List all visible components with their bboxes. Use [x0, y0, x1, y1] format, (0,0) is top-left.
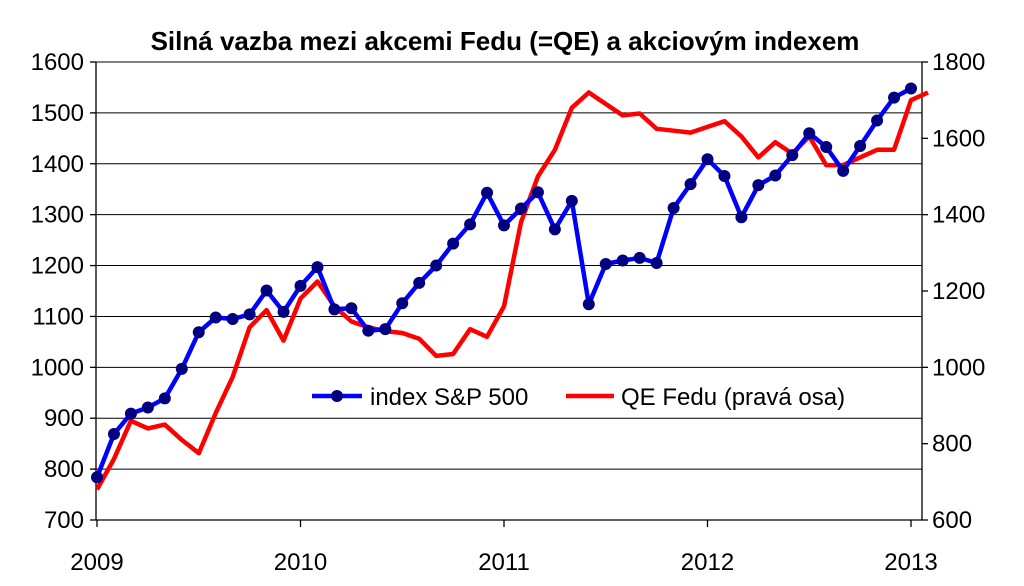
sp500-point — [481, 186, 494, 199]
sp500-point — [718, 169, 731, 182]
sp500-point — [396, 297, 409, 310]
left-tick-label: 1200 — [31, 253, 84, 280]
sp500-point — [871, 114, 884, 127]
chart-title: Silná vazba mezi akcemi Fedu (=QE) a akc… — [151, 26, 860, 56]
right-tick-label: 600 — [932, 507, 972, 534]
sp500-point — [413, 276, 426, 289]
sp500-point — [124, 407, 137, 420]
sp500-point — [735, 211, 748, 224]
sp500-point — [158, 392, 171, 405]
sp500-point — [531, 186, 544, 199]
left-tick-label: 1000 — [31, 354, 84, 381]
sp500-point — [345, 302, 358, 315]
sp500-point — [514, 202, 527, 215]
sp500-point — [684, 178, 697, 191]
qe-fed-line — [95, 90, 929, 491]
sp500-point — [905, 82, 917, 95]
right-tick-label: 1800 — [932, 49, 985, 76]
sp500-point — [430, 259, 443, 272]
series-lines — [91, 82, 929, 491]
sp500-point — [752, 179, 765, 192]
sp500-point — [107, 427, 120, 440]
sp500-point — [667, 202, 680, 215]
legend: index S&P 500 QE Fedu (pravá osa) — [312, 384, 845, 411]
sp500-point — [837, 164, 850, 177]
sp500-point — [175, 362, 188, 375]
right-tick-label: 800 — [932, 431, 972, 458]
left-tick-label: 1100 — [32, 303, 84, 330]
x-tick-label: 2009 — [70, 549, 123, 576]
sp500-point — [226, 312, 239, 325]
sp500-point — [311, 261, 324, 274]
sp500-point — [888, 91, 901, 104]
x-tick-label: 2013 — [884, 549, 937, 576]
sp500-point — [447, 237, 460, 250]
sp500-point — [192, 326, 205, 339]
sp500-point — [277, 305, 290, 318]
left-tick-label: 1600 — [31, 49, 84, 76]
legend-label-qe: QE Fedu (pravá osa) — [621, 384, 845, 411]
sp500-point — [260, 284, 273, 297]
x-tick-label: 2012 — [681, 549, 734, 576]
sp500-point — [803, 127, 816, 140]
sp500-point — [616, 254, 629, 267]
sp500-point — [633, 251, 646, 264]
sp500-point — [464, 218, 477, 231]
sp500-point — [701, 153, 714, 166]
sp500-point — [769, 169, 782, 182]
right-tick-label: 1400 — [932, 202, 985, 229]
sp500-point — [362, 324, 375, 337]
left-tick-label: 1500 — [31, 100, 84, 127]
right-tick-label: 1200 — [932, 278, 985, 305]
right-tick-label: 1600 — [932, 125, 985, 152]
sp500-point — [294, 279, 307, 292]
left-tick-label: 700 — [44, 507, 84, 534]
right-tick-label: 1000 — [932, 354, 985, 381]
sp500-line — [94, 86, 913, 479]
sp500-point — [548, 223, 561, 236]
sp500-point — [243, 308, 256, 321]
sp500-point — [141, 401, 154, 414]
sp500-point — [786, 149, 799, 162]
legend-label-sp500: index S&P 500 — [370, 384, 528, 411]
x-tick-label: 2010 — [274, 549, 327, 576]
sp500-point — [854, 139, 867, 152]
sp500-point — [498, 219, 510, 232]
sp500-point — [650, 257, 663, 270]
sp500-point — [91, 471, 103, 484]
tick-labels: 700 800 900 1000 1100 1200 1300 1400 1500 1600 600… — [31, 49, 986, 576]
sp500-point — [209, 311, 222, 324]
sp500-point — [565, 194, 578, 207]
sp500-point — [379, 323, 392, 336]
left-tick-label: 900 — [44, 405, 84, 432]
sp500-point — [328, 303, 341, 316]
sp500-point — [820, 140, 833, 153]
left-tick-label: 1400 — [31, 151, 84, 178]
legend-marker-sp500 — [331, 390, 343, 402]
sp500-point — [582, 298, 595, 311]
left-tick-label: 1300 — [31, 202, 84, 229]
sp500-point — [599, 258, 612, 271]
left-tick-label: 800 — [44, 456, 84, 483]
x-tick-label: 2011 — [478, 549, 530, 576]
